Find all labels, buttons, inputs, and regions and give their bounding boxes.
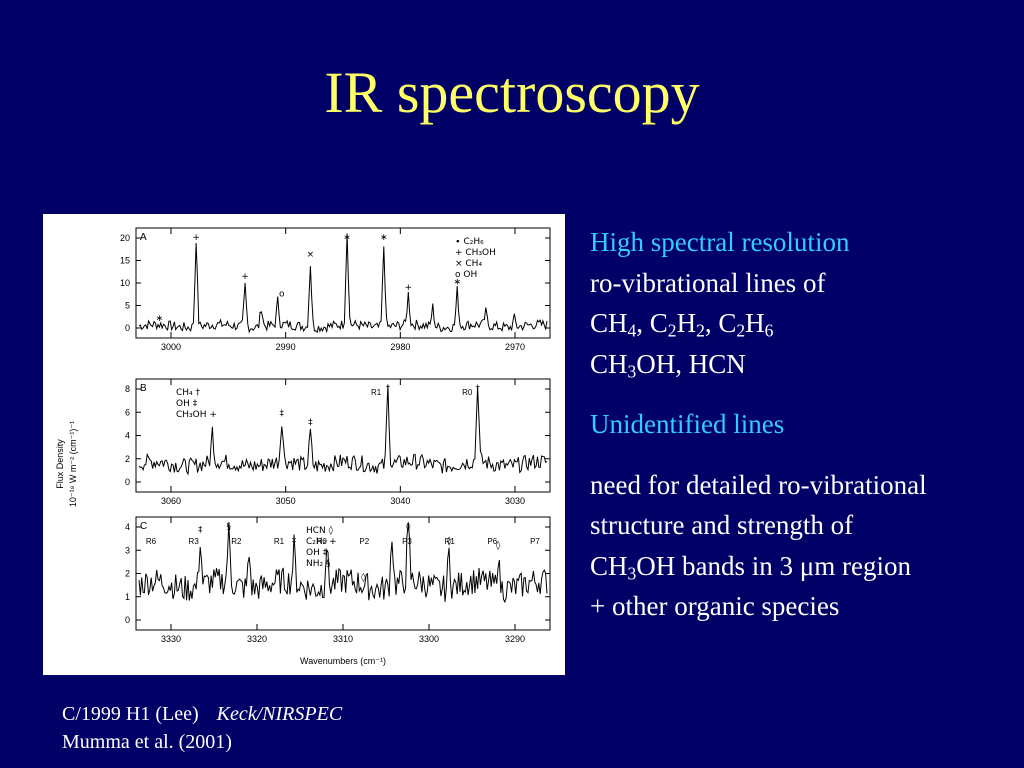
caption-reference: Mumma et al. (2001): [62, 728, 342, 756]
panel-b-legend-entry: CH₃OH +: [176, 410, 217, 420]
panel-a-line-mark: ∗: [380, 233, 388, 243]
panel-c-legend-entry: HCN ◊: [306, 525, 334, 536]
slide-title: IR spectroscopy: [0, 58, 1024, 128]
panel-c-xtick-label: 3320: [247, 634, 267, 644]
panel-b-xtick-label: 3050: [276, 496, 296, 506]
panel-a-legend-entry: × CH₄: [455, 259, 482, 269]
panel-a-legend-entry: o OH: [455, 270, 477, 280]
panel-c-ytick-label: 0: [125, 615, 130, 625]
panel-b-xtick-label: 3040: [390, 496, 410, 506]
panel-c-legend-entry: OH ‡: [306, 548, 328, 558]
panel-a-line-mark: ×: [307, 250, 315, 260]
instrument-name: Keck/NIRSPEC: [217, 703, 343, 725]
panel-b-branch-label: R1: [371, 388, 382, 397]
panel-a-letter: A: [140, 232, 147, 243]
y-axis-units: 10⁻¹⁸ W m⁻² (cm⁻¹)⁻¹: [68, 421, 78, 507]
panel-b-ytick-label: 6: [125, 407, 130, 417]
panel-c-branch-label: R1: [274, 537, 285, 546]
panel-b-ytick-label: 4: [125, 431, 130, 441]
panel-a-legend-entry: + CH₃OH: [455, 248, 496, 258]
panel-b-legend-entry: CH₄ †: [176, 388, 201, 398]
panel-b-ytick-label: 2: [125, 454, 130, 464]
panel-b-letter: B: [140, 383, 147, 394]
panel-c-ytick-label: 3: [125, 545, 130, 555]
bullet-other-species: + other organic species: [590, 586, 1020, 627]
panel-c-ytick-label: 1: [125, 592, 130, 602]
panel-c-line-mark: ‡: [292, 537, 297, 547]
panel-c-branch-label: R2: [231, 537, 242, 546]
panel-c-branch-label: R6: [146, 537, 157, 546]
figure-caption: C/1999 H1 (Lee) Keck/NIRSPEC Mumma et al.…: [62, 700, 342, 756]
panel-b-xtick-label: 3060: [161, 496, 181, 506]
spectra-plot: Flux Density 10⁻¹⁸ W m⁻² (cm⁻¹)⁻¹A0510152…: [43, 214, 565, 675]
bullet-molecules-2: CH3OH, HCN: [590, 344, 1020, 385]
panel-c-branch-label: R1: [445, 537, 456, 546]
panel-c-xtick-label: 3300: [419, 634, 439, 644]
heading-high-resolution: High spectral resolution: [590, 222, 1020, 263]
panel-b-legend-entry: OH ‡: [176, 399, 198, 409]
panel-c-branch-label: R3: [189, 537, 200, 546]
bullet-ch3oh-bands: CH3OH bands in 3 μm region: [590, 546, 1020, 587]
panel-a-line-mark: ∗: [343, 233, 351, 243]
x-axis-label: Wavenumbers (cm⁻¹): [300, 656, 386, 666]
panel-b-xtick-label: 3030: [505, 496, 525, 506]
panel-c-xtick-label: 3330: [161, 634, 181, 644]
bullet-need-detailed: need for detailed ro-vibrational: [590, 465, 1020, 506]
panel-c-line-mark: ◊: [406, 521, 411, 532]
panel-c-line-mark: ‡: [198, 525, 203, 535]
panel-a-xtick-label: 3000: [161, 342, 181, 352]
panel-b-branch-label: R0: [462, 388, 473, 397]
panel-a-legend-entry: ∙ C₂H₆: [455, 237, 484, 247]
panel-a-line-mark: o: [279, 290, 285, 300]
panel-a-xtick-label: 2970: [505, 342, 525, 352]
panel-a-line-mark: ∗: [156, 314, 164, 324]
caption-line-1: C/1999 H1 (Lee) Keck/NIRSPEC: [62, 700, 342, 728]
panel-c-branch-label: P7: [530, 537, 540, 546]
panel-c-xtick-label: 3310: [333, 634, 353, 644]
heading-unidentified: Unidentified lines: [590, 404, 1020, 445]
panel-a-ytick-label: 10: [120, 278, 130, 288]
panel-a-ytick-label: 15: [120, 256, 130, 266]
panel-a-line-mark: +: [192, 233, 200, 243]
comet-name: C/1999 H1 (Lee): [62, 703, 199, 725]
panel-c-ytick-label: 4: [125, 522, 130, 532]
panel-c-letter: C: [140, 521, 147, 532]
y-axis-label: Flux Density: [55, 439, 65, 489]
panel-a-xtick-label: 2980: [390, 342, 410, 352]
panel-a-ytick-label: 0: [125, 323, 130, 333]
panel-c-line-mark: ◊: [361, 572, 366, 583]
panel-b-line-mark: ‡: [308, 418, 313, 428]
panel-a-ytick-label: 5: [125, 301, 130, 311]
panel-a-ytick-label: 20: [120, 233, 130, 243]
spectra-figure: Flux Density 10⁻¹⁸ W m⁻² (cm⁻¹)⁻¹ A 0 5 10 15 2…: [43, 214, 565, 675]
panel-c-branch-label: P6: [487, 537, 497, 546]
panel-c-branch-label: P3: [402, 537, 412, 546]
panel-a-line-mark: +: [241, 272, 249, 282]
bullet-rovib-lines: ro-vibrational lines of: [590, 263, 1020, 304]
bullet-text: High spectral resolution ro-vibrational …: [590, 222, 1020, 627]
panel-c-line-mark: §: [227, 522, 232, 532]
panel-b-ytick-label: 8: [125, 384, 130, 394]
panel-a-xtick-label: 2990: [276, 342, 296, 352]
panel-b-line-mark: †: [386, 384, 391, 394]
panel-b-line-mark: ‡: [280, 409, 285, 419]
panel-c-xtick-label: 3290: [505, 634, 525, 644]
panel-b-ytick-label: 0: [125, 477, 130, 487]
panel-c-branch-label: R0: [317, 537, 328, 546]
panel-c-ytick-label: 2: [125, 569, 130, 579]
panel-c-branch-label: P2: [359, 537, 369, 546]
bullet-structure: structure and strength of: [590, 505, 1020, 546]
bullet-molecules-1: CH4, C2H2, C2H6: [590, 303, 1020, 344]
panel-b-spectrum-trace: [139, 385, 547, 474]
panel-c-legend-entry: NH₂ §: [306, 559, 331, 569]
panel-a-line-mark: +: [405, 283, 413, 293]
panel-b-line-mark: †: [475, 384, 480, 394]
